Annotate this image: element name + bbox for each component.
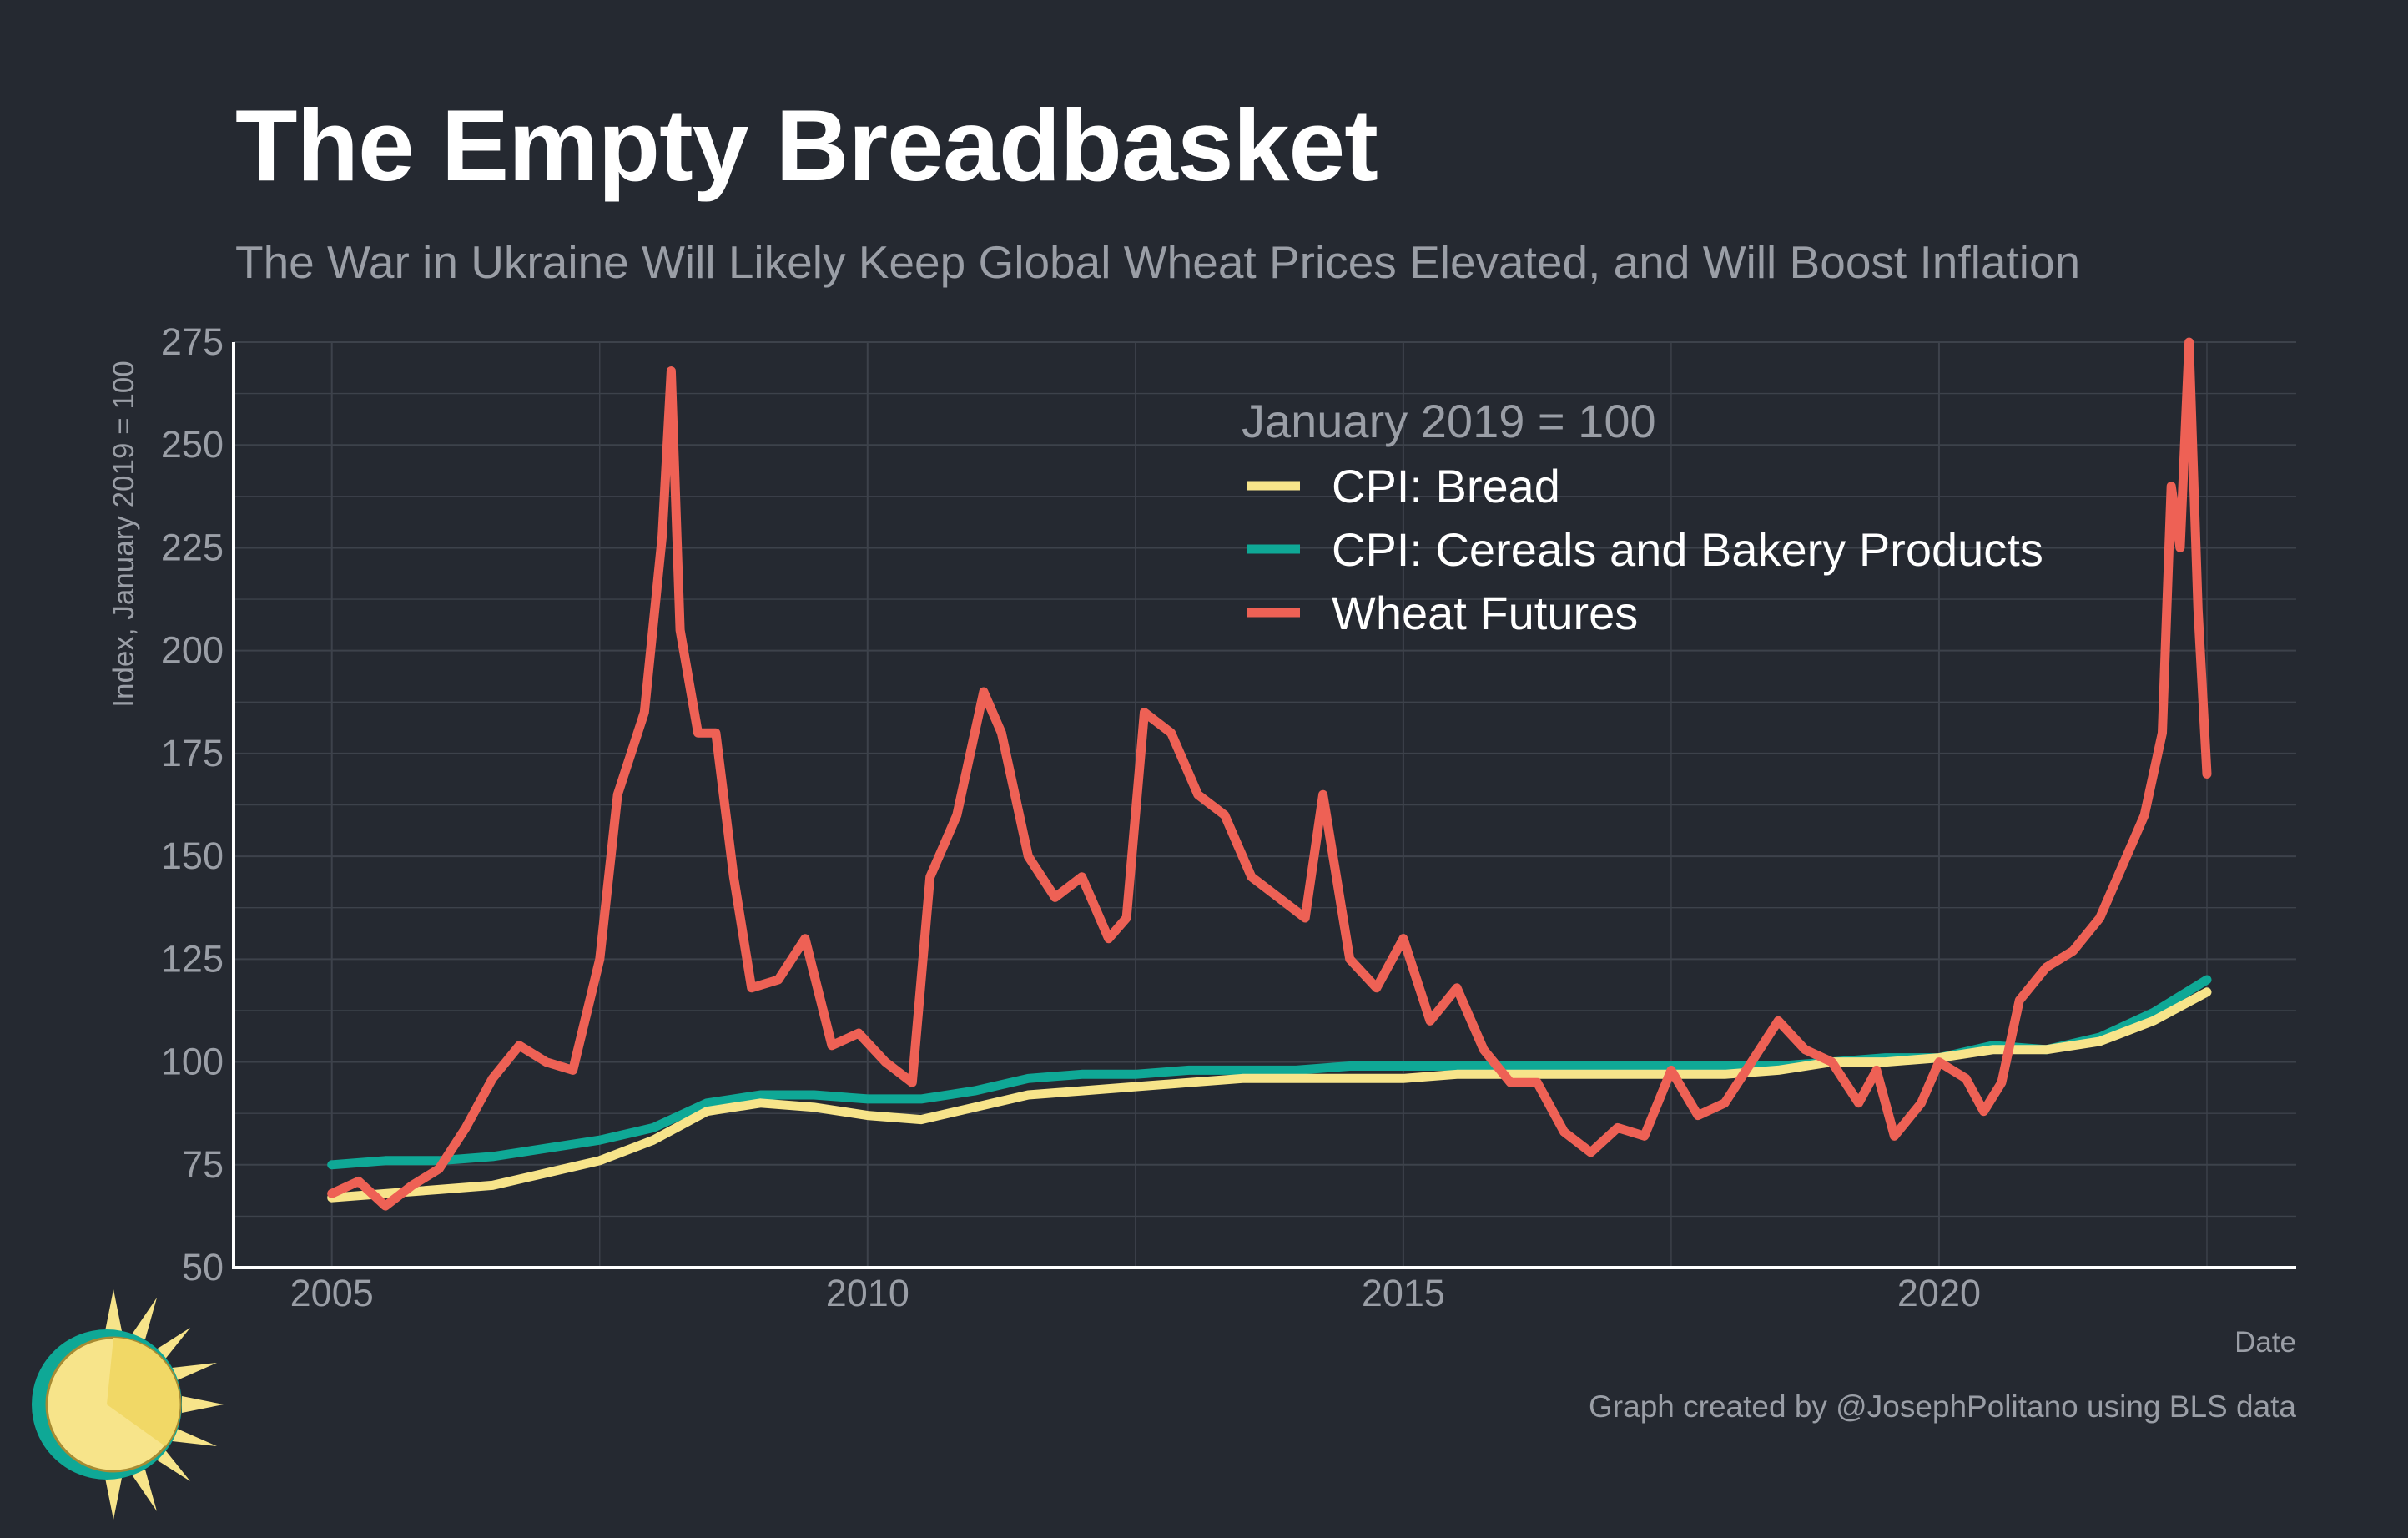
series-lines [327, 337, 2212, 1211]
y-tick-label: 275 [161, 320, 224, 363]
y-tick-label: 50 [182, 1246, 224, 1288]
x-tick-label: 2020 [1897, 1272, 1981, 1314]
source-caption: Graph created by @JosephPolitano using B… [1589, 1389, 2296, 1424]
axes [232, 342, 2296, 1269]
x-tick-label: 2015 [1362, 1272, 1445, 1314]
y-tick-label: 75 [182, 1143, 224, 1186]
x-axis-ticks: 2005 2010 2015 2020 [290, 1272, 1981, 1314]
legend: January 2019 = 100 CPI: Bread CPI: Cereal… [1242, 395, 2043, 639]
series-line-cpi-cereals-and-bakery-products [327, 975, 2212, 1170]
legend-label: Wheat Futures [1332, 587, 1638, 639]
chart-title: The Empty Breadbasket [235, 88, 1378, 202]
x-axis-title: Date [2234, 1326, 2296, 1359]
series-line-cpi-bread [327, 987, 2212, 1203]
series-line-wheat-futures [327, 337, 2212, 1211]
y-axis-ticks: 50 75 100 125 150 175 200 225 250 275 [161, 320, 224, 1288]
y-tick-label: 225 [161, 526, 224, 568]
sun-icon [32, 1289, 224, 1520]
y-axis-title: Index, January 2019 = 100 [108, 361, 140, 707]
legend-label: CPI: Bread [1332, 460, 1560, 512]
y-tick-label: 100 [161, 1041, 224, 1083]
x-tick-label: 2010 [826, 1272, 909, 1314]
gridlines [234, 341, 2296, 1268]
y-tick-label: 150 [161, 835, 224, 877]
y-tick-label: 200 [161, 629, 224, 672]
chart-subtitle: The War in Ukraine Will Likely Keep Glob… [235, 236, 2081, 288]
legend-title: January 2019 = 100 [1242, 395, 1656, 447]
y-tick-label: 175 [161, 732, 224, 774]
y-tick-label: 250 [161, 423, 224, 466]
legend-label: CPI: Cereals and Bakery Products [1332, 523, 2043, 576]
y-tick-label: 125 [161, 937, 224, 980]
x-tick-label: 2005 [290, 1272, 374, 1314]
